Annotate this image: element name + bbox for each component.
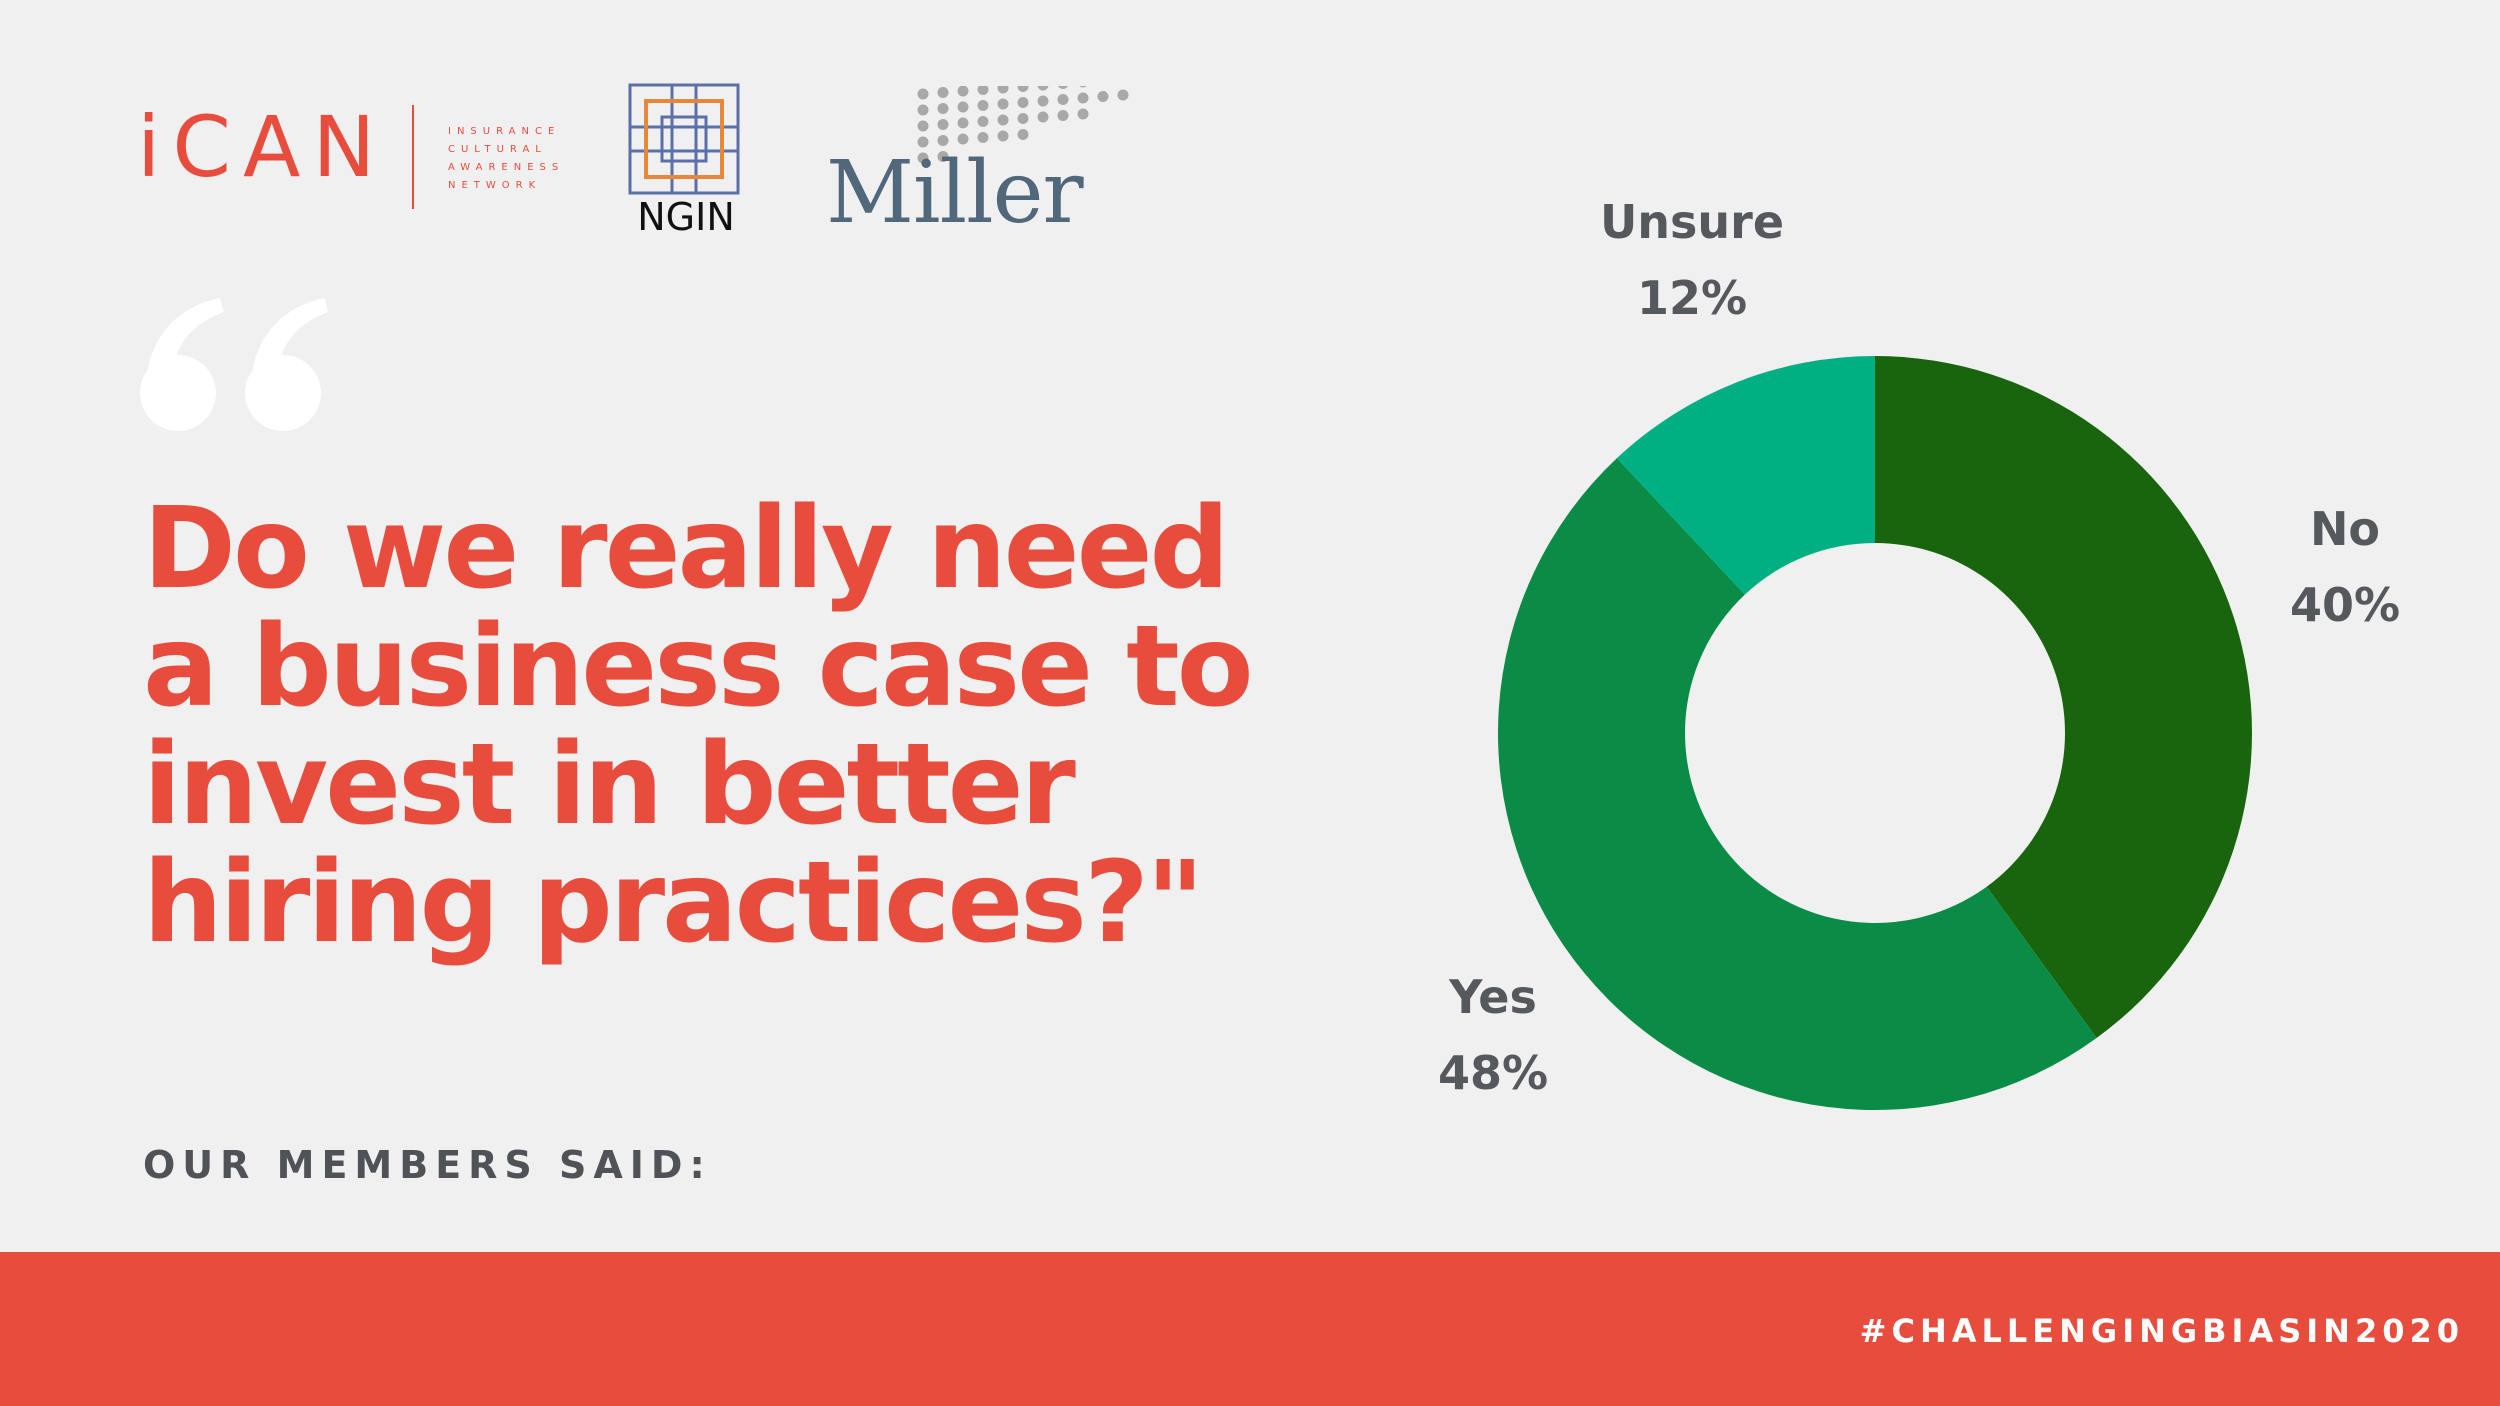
miller-logo-dot [1017, 129, 1029, 140]
miller-logo-dots [917, 86, 1129, 164]
miller-logo-dot [917, 104, 929, 116]
miller-logo-dot [937, 151, 949, 162]
quote-mark-icon [140, 298, 328, 431]
ican-logo-tagline: INSURANCE CULTURAL AWARENESS NETWORK [448, 126, 565, 191]
miller-logo-dot [1037, 86, 1049, 91]
miller-logo-dot [977, 86, 989, 95]
miller-logo-dot [1079, 86, 1087, 88]
miller-logo-dot [997, 98, 1009, 110]
slice-value-no: 40% [2290, 578, 2400, 632]
miller-logo-dot [1077, 92, 1089, 104]
ican-logo: iCAN [137, 98, 388, 196]
miller-logo-dot [1057, 94, 1069, 105]
members-said-label: OUR MEMBERS SAID: [143, 1143, 712, 1187]
slice-label-yes: Yes [1448, 970, 1537, 1024]
donut-slice-yes [1498, 458, 2097, 1110]
ngin-logo: NGIN [637, 195, 735, 239]
slice-value-yes: 48% [1438, 1046, 1548, 1100]
slice-label-no: No [2310, 502, 2380, 556]
miller-logo-dot [977, 116, 989, 127]
miller-logo-dot [937, 135, 949, 146]
miller-logo-dot [917, 88, 929, 100]
slice-label-unsure: Unsure [1600, 195, 1784, 249]
miller-logo-dot [937, 103, 949, 114]
survey-question: Do we really need a business case to inv… [143, 484, 1254, 968]
miller-logo-dot [1057, 110, 1069, 121]
footer-bar: #CHALLENGINGBIASIN2020 [0, 1252, 2500, 1406]
miller-logo-dot [977, 100, 989, 111]
miller-logo-dot [1117, 89, 1129, 101]
miller-logo-dot [977, 132, 989, 143]
miller-logo-dot [957, 117, 969, 129]
miller-logo-dot [1058, 86, 1068, 89]
donut-slice-unsure [1616, 356, 1875, 595]
hashtag-text: #CHALLENGINGBIASIN2020 [1859, 1312, 2464, 1350]
miller-logo-dot [997, 86, 1009, 94]
miller-logo-dot [1097, 91, 1109, 102]
miller-logo-dot [1037, 111, 1049, 123]
miller-logo-dot [917, 136, 929, 148]
miller-logo-dot [937, 87, 949, 98]
miller-logo-dot [957, 101, 969, 113]
miller-logo-dot [917, 152, 929, 164]
miller-logo-dot [917, 120, 929, 132]
miller-logo-dot [1077, 108, 1089, 120]
ngin-logo-mark [628, 83, 740, 195]
miller-logo: Miller [826, 143, 1084, 243]
miller-logo-dot [1037, 95, 1049, 107]
donut-slice-no [1875, 356, 2252, 1038]
slice-value-unsure: 12% [1637, 271, 1747, 325]
miller-logo-dot [1017, 97, 1029, 108]
miller-logo-dot [997, 114, 1009, 126]
miller-logo-dot [1017, 86, 1029, 92]
ican-logo-divider [412, 105, 414, 209]
miller-logo-dot [1017, 113, 1029, 124]
miller-logo-dot [957, 86, 969, 97]
miller-logo-dot [957, 133, 969, 145]
partner-logos: iCAN INSURANCE CULTURAL AWARENESS NETWOR… [0, 0, 1200, 260]
miller-logo-dot [937, 119, 949, 130]
miller-logo-dot [997, 130, 1009, 142]
